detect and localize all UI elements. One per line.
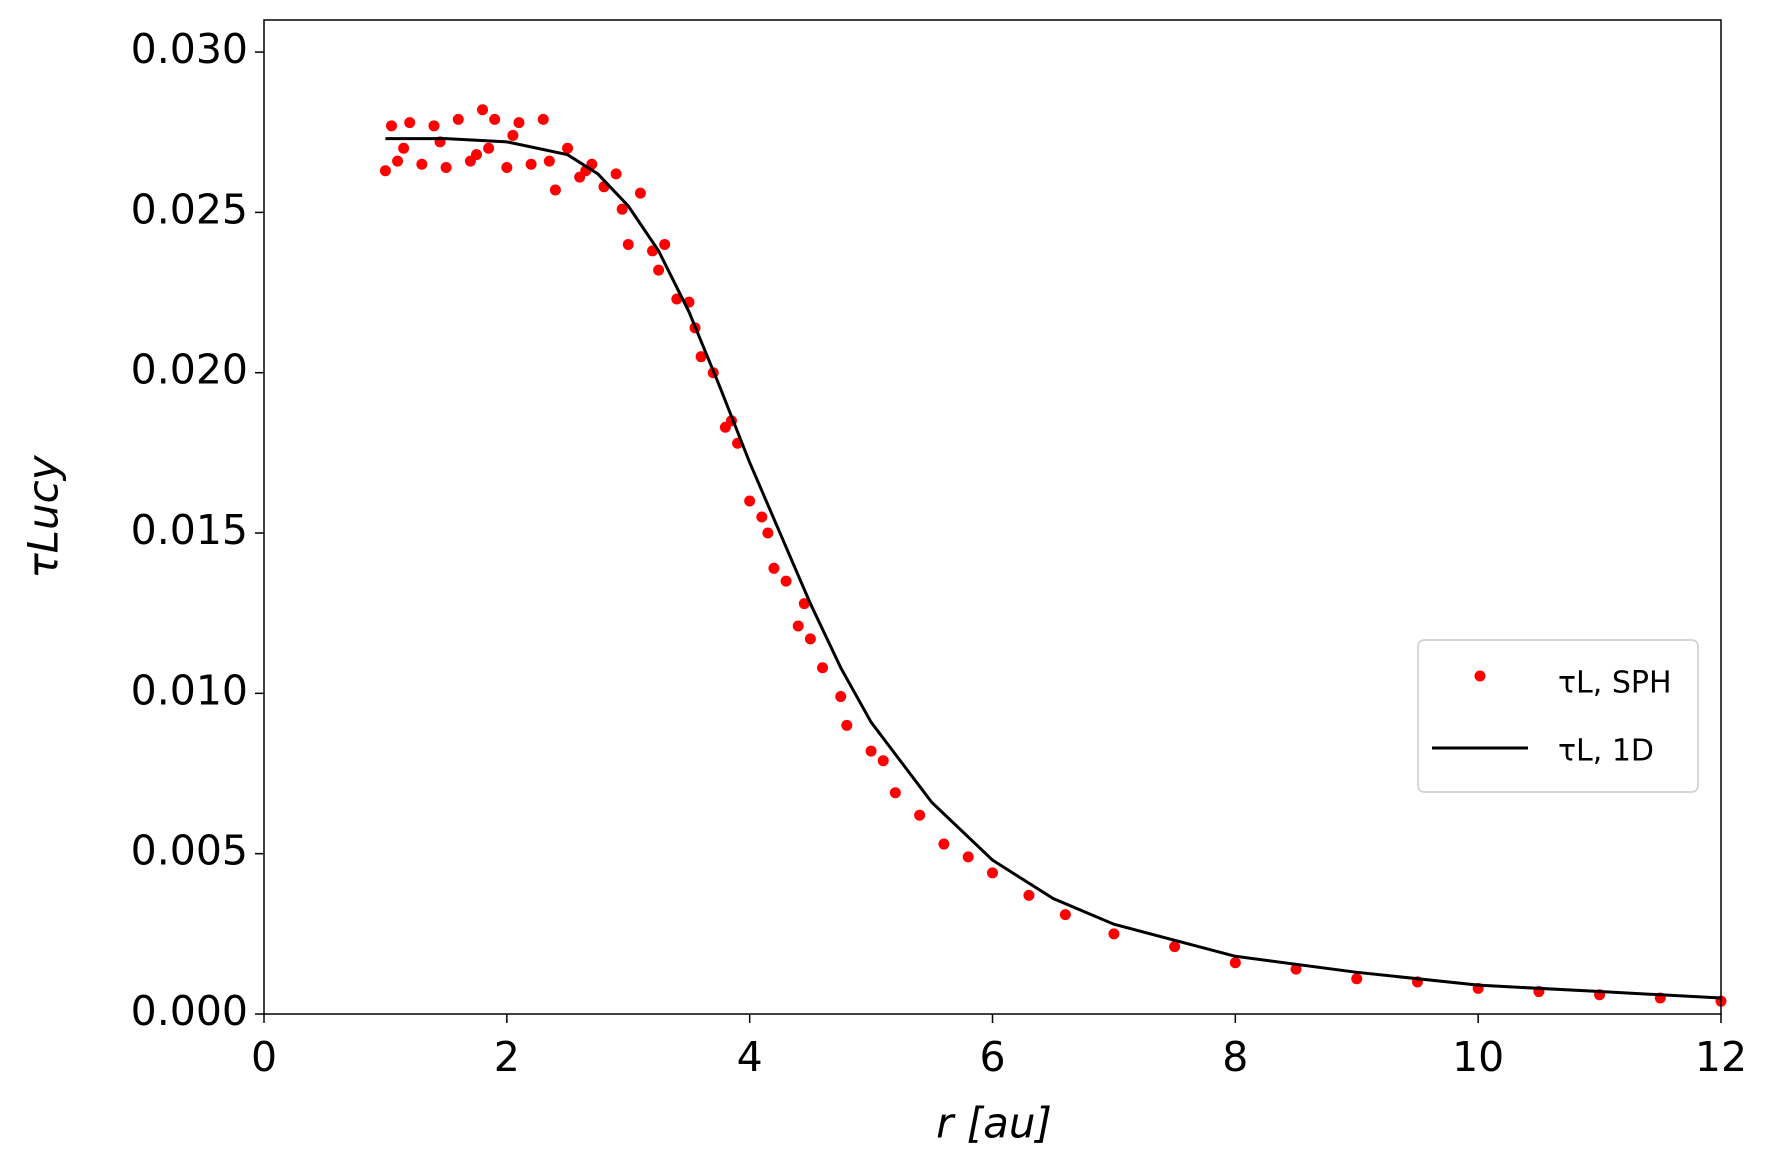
data-point xyxy=(780,575,792,587)
data-point xyxy=(537,113,549,125)
x-tick-label: 6 xyxy=(979,1033,1005,1081)
data-point xyxy=(513,117,525,129)
legend-label: τL, 1D xyxy=(1558,734,1654,769)
data-point xyxy=(798,598,810,610)
data-point xyxy=(385,120,397,132)
y-tick-label: 0.015 xyxy=(131,506,248,554)
data-point xyxy=(440,161,452,173)
y-tick-label: 0.025 xyxy=(131,185,248,233)
data-point xyxy=(914,809,926,821)
data-point xyxy=(695,351,707,363)
data-point xyxy=(1229,957,1241,969)
x-tick-label: 0 xyxy=(251,1033,277,1081)
data-point xyxy=(817,662,829,674)
legend-marker xyxy=(1474,670,1486,682)
y-axis-label: τLucy xyxy=(19,454,68,578)
x-tick-label: 4 xyxy=(737,1033,763,1081)
x-tick-label: 2 xyxy=(494,1033,520,1081)
data-line xyxy=(385,137,1722,1000)
data-point xyxy=(659,238,671,250)
data-point xyxy=(379,165,391,177)
data-point xyxy=(483,142,495,154)
data-point xyxy=(987,867,998,879)
data-point xyxy=(392,155,404,167)
data-point xyxy=(428,120,440,132)
data-point xyxy=(1059,909,1071,921)
data-point xyxy=(653,264,665,276)
data-point xyxy=(622,238,634,250)
data-point xyxy=(610,168,622,180)
data-point xyxy=(1290,963,1302,975)
x-tick-label: 12 xyxy=(1695,1033,1747,1081)
y-tick-label: 0.030 xyxy=(131,25,248,73)
data-point xyxy=(398,142,410,154)
data-point xyxy=(416,158,428,170)
legend-label: τL, SPH xyxy=(1558,666,1672,701)
plot-frame xyxy=(263,19,1722,1015)
data-point xyxy=(452,113,464,125)
x-tick-label: 8 xyxy=(1222,1033,1248,1081)
y-tick-label: 0.010 xyxy=(131,666,248,714)
data-point xyxy=(525,158,537,170)
data-point xyxy=(889,787,901,799)
data-point xyxy=(938,838,950,850)
data-point xyxy=(762,527,774,539)
y-tick-label: 0.000 xyxy=(131,987,248,1035)
data-point xyxy=(507,129,519,141)
legend-box xyxy=(1417,639,1699,793)
legend: τL, SPH τL, 1D xyxy=(1417,639,1699,793)
data-point xyxy=(744,495,756,507)
data-point xyxy=(962,851,974,863)
data-point xyxy=(835,691,847,703)
x-tick-label: 10 xyxy=(1452,1033,1504,1081)
data-point xyxy=(477,104,489,116)
data-point xyxy=(877,755,889,767)
y-tick-label: 0.005 xyxy=(131,827,248,875)
data-point xyxy=(562,142,574,154)
data-point xyxy=(543,155,555,167)
data-point xyxy=(489,113,501,125)
data-point xyxy=(1023,889,1035,901)
data-point xyxy=(792,620,804,632)
data-point xyxy=(501,161,513,173)
data-point xyxy=(804,633,816,645)
data-point xyxy=(616,203,628,215)
data-point xyxy=(549,184,561,196)
y-tick-label: 0.020 xyxy=(131,346,248,394)
data-point xyxy=(634,187,646,199)
data-point xyxy=(841,719,853,731)
data-point xyxy=(470,149,482,161)
data-point xyxy=(756,511,768,523)
data-point xyxy=(865,745,877,757)
data-point xyxy=(1108,928,1120,940)
x-axis-label: r [au] xyxy=(936,1099,1052,1148)
data-point xyxy=(404,117,416,129)
data-point xyxy=(768,562,780,574)
data-point xyxy=(1351,973,1363,985)
data-point xyxy=(1169,941,1181,953)
